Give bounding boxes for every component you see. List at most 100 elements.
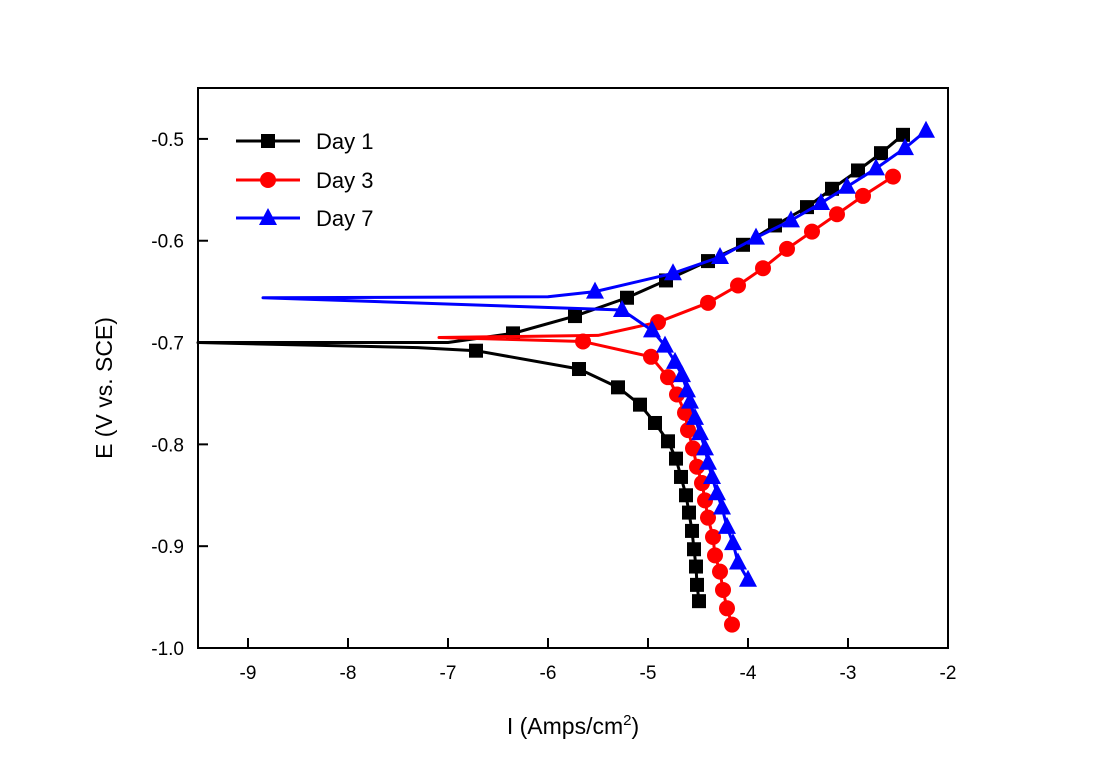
data-point-triangle (613, 299, 631, 317)
data-point-square (674, 469, 688, 484)
data-point-square (661, 434, 675, 449)
data-point-circle (643, 348, 659, 365)
data-point-circle (855, 187, 871, 204)
data-point-square (687, 542, 701, 557)
data-point-triangle (747, 227, 765, 245)
data-point-triangle (896, 138, 914, 156)
data-point-triangle (686, 407, 704, 425)
data-point-circle (755, 260, 771, 277)
data-point-triangle (673, 365, 691, 383)
data-point-square (620, 290, 634, 305)
legend-item-day7: Day 7 (236, 206, 373, 231)
series-day-3 (437, 168, 901, 633)
legend-triangle-marker (259, 208, 277, 225)
data-point-circle (730, 277, 746, 294)
data-point-square (568, 309, 582, 324)
data-point-triangle (664, 263, 682, 281)
legend-item-day1: Day 1 (236, 129, 373, 154)
data-point-square (692, 594, 706, 609)
x-tick-label: -6 (540, 663, 557, 684)
data-point-triangle (812, 193, 830, 211)
data-point-square (874, 146, 888, 161)
data-point-square (682, 505, 696, 520)
data-point-triangle (678, 380, 696, 398)
data-point-triangle (666, 351, 684, 369)
x-axis-title: I (Amps/cm2) (507, 712, 639, 739)
data-point-square (648, 415, 662, 430)
legend-label: Day 3 (316, 168, 373, 193)
data-point-triangle (681, 391, 699, 409)
data-point-circle (689, 458, 705, 475)
data-point-square (679, 488, 693, 503)
data-point-triangle (713, 497, 731, 515)
legend-square-marker (261, 134, 275, 148)
x-tick-label: -3 (840, 663, 857, 684)
data-point-triangle (703, 466, 721, 484)
y-axis-title: E (V vs. SCE) (91, 317, 117, 459)
data-point-triangle (724, 533, 742, 551)
series-line (261, 129, 927, 581)
y-tick-label: -0.5 (151, 130, 184, 151)
legend-label: Day 7 (316, 206, 373, 231)
series-day-7 (261, 120, 935, 587)
data-point-triangle (699, 452, 717, 470)
data-point-triangle (691, 423, 709, 441)
y-tick-label: -0.7 (151, 334, 184, 355)
x-tick-label: -4 (740, 663, 757, 684)
data-point-circle (885, 168, 901, 185)
y-tick-label: -0.8 (151, 435, 184, 456)
data-point-triangle (643, 320, 661, 338)
x-tick-label: -2 (940, 663, 957, 684)
y-tick-label: -0.9 (151, 537, 184, 558)
ticks-layer: -9 -8 -7 -6 -5 -4 -3 -2 -0.5 -0.6 -0.7 -0.8 -0.9 -1.0 (151, 130, 956, 684)
data-point-circle (697, 492, 713, 509)
series-line (196, 133, 904, 602)
data-point-circle (660, 369, 676, 386)
data-point-triangle (718, 516, 736, 534)
legend-label: Day 1 (316, 129, 373, 154)
data-point-circle (712, 563, 728, 580)
series-line (437, 175, 894, 626)
data-point-triangle (739, 569, 757, 587)
data-point-triangle (711, 247, 729, 265)
data-point-triangle (867, 158, 885, 176)
data-point-square (896, 127, 910, 142)
data-point-circle (829, 206, 845, 223)
data-point-triangle (586, 281, 604, 299)
data-point-circle (715, 581, 731, 598)
y-tick-label: -1.0 (151, 639, 184, 660)
y-tick-label: -0.6 (151, 232, 184, 253)
data-point-square (633, 397, 647, 412)
x-tick-label: -8 (340, 663, 357, 684)
data-point-circle (685, 440, 701, 457)
data-point-triangle (917, 120, 935, 138)
plot-frame (197, 87, 949, 649)
legend-circle-marker (260, 172, 276, 188)
data-point-square (690, 577, 704, 592)
x-tick-label: -5 (640, 663, 657, 684)
data-point-circle (575, 333, 591, 350)
data-point-square (469, 343, 483, 358)
data-point-square (685, 523, 699, 538)
data-point-circle (669, 386, 685, 403)
data-point-square (611, 380, 625, 395)
data-point-triangle (708, 483, 726, 501)
data-point-circle (700, 294, 716, 311)
legend-item-day3: Day 3 (236, 168, 373, 193)
data-point-circle (804, 223, 820, 240)
data-point-square (669, 451, 683, 466)
x-tick-label: -9 (240, 663, 257, 684)
data-point-circle (707, 547, 723, 564)
data-point-circle (680, 422, 696, 439)
series-day-1 (196, 127, 910, 609)
data-point-circle (724, 616, 740, 633)
data-point-circle (677, 404, 693, 421)
data-point-square (851, 163, 865, 178)
data-point-triangle (729, 552, 747, 570)
data-point-triangle (656, 335, 674, 353)
data-point-circle (779, 240, 795, 257)
data-point-circle (705, 529, 721, 546)
x-tick-label: -7 (440, 663, 457, 684)
data-point-triangle (782, 210, 800, 228)
